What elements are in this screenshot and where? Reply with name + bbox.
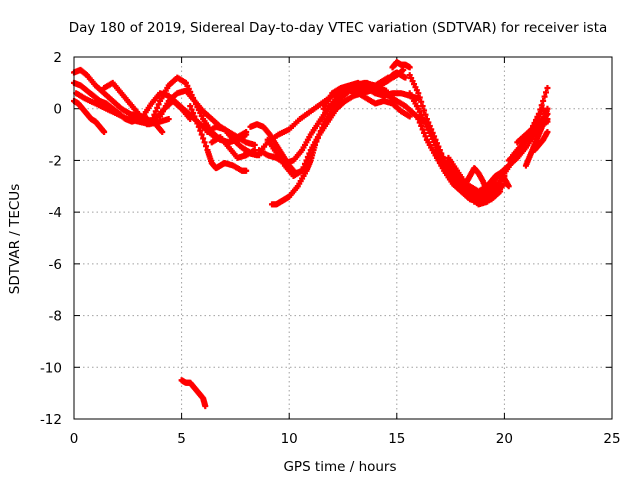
- y-tick-label: -12: [40, 412, 62, 428]
- x-axis-label: GPS time / hours: [283, 459, 396, 475]
- x-tick-label: 25: [603, 431, 620, 447]
- y-tick-label: 0: [53, 102, 62, 118]
- x-tick-labels: 0 5 10 15 20 25: [70, 431, 621, 447]
- data-point: [165, 116, 172, 123]
- data-point: [195, 123, 202, 130]
- plot-frame: [73, 56, 613, 420]
- series-arc36: [178, 377, 209, 410]
- data-point: [544, 118, 551, 125]
- data-point: [312, 141, 319, 148]
- data-point: [317, 128, 324, 135]
- data-point: [505, 183, 512, 190]
- y-tick-labels: 2 0 -2 -4 -6 -8 -10 -12: [40, 50, 62, 428]
- data-point: [243, 128, 250, 135]
- data-point: [187, 103, 194, 110]
- data-point: [151, 111, 158, 118]
- x-tick-label: 10: [281, 431, 298, 447]
- data-point: [200, 135, 207, 142]
- x-tick-label: 20: [496, 431, 513, 447]
- data-point: [155, 101, 162, 108]
- chart-title: Day 180 of 2019, Sidereal Day-to-day VTE…: [69, 20, 608, 36]
- data-point: [416, 119, 423, 126]
- data-point: [541, 93, 548, 100]
- y-tick-label: -2: [49, 153, 62, 169]
- y-tick-label: -4: [49, 205, 62, 221]
- data-point: [313, 138, 320, 145]
- data-point: [101, 128, 108, 135]
- data-point: [402, 74, 409, 81]
- data-point: [544, 110, 551, 117]
- data-point: [538, 102, 545, 109]
- data-point: [422, 133, 429, 140]
- series-arc20: [389, 59, 413, 71]
- data-point: [149, 115, 156, 122]
- data-point: [416, 94, 423, 101]
- data-point: [190, 110, 197, 117]
- data-point: [152, 108, 159, 115]
- data-point: [243, 167, 250, 174]
- series-arc3: [71, 97, 108, 135]
- data-points: [71, 59, 551, 410]
- y-tick-label: -6: [49, 257, 62, 273]
- data-point: [497, 180, 504, 187]
- series-arc35: [531, 128, 551, 154]
- data-point: [415, 116, 422, 123]
- data-point: [400, 66, 407, 73]
- y-tick-label: 2: [53, 50, 62, 66]
- data-point: [421, 129, 428, 136]
- data-point: [192, 116, 199, 123]
- data-point: [544, 85, 551, 92]
- data-point: [314, 135, 321, 142]
- series-arc19: [380, 69, 409, 86]
- data-point: [406, 64, 413, 71]
- data-point: [540, 97, 547, 104]
- x-tick-label: 5: [177, 431, 186, 447]
- series-arc16: [268, 87, 413, 208]
- data-point: [251, 141, 258, 148]
- data-point: [202, 403, 209, 410]
- data-point: [197, 127, 204, 134]
- y-tick-label: -8: [49, 309, 62, 325]
- data-point: [419, 103, 426, 110]
- data-point: [154, 104, 161, 111]
- data-point: [194, 120, 201, 127]
- series-arc9: [187, 103, 250, 174]
- data-point: [202, 143, 209, 150]
- y-tick-label: -10: [40, 360, 62, 376]
- x-tick-label: 15: [388, 431, 405, 447]
- x-tick-label: 0: [70, 431, 79, 447]
- data-point: [540, 105, 547, 112]
- data-point: [148, 118, 155, 125]
- data-point: [188, 106, 195, 113]
- data-point: [191, 113, 198, 120]
- y-axis-label: SDTVAR / TECUs: [7, 184, 23, 294]
- data-point: [418, 98, 425, 105]
- data-point: [316, 131, 323, 138]
- data-point: [406, 113, 413, 120]
- data-point: [543, 89, 550, 96]
- grid-lines: [74, 57, 612, 419]
- data-point: [415, 90, 422, 97]
- data-point: [319, 124, 326, 131]
- data-point: [418, 122, 425, 129]
- data-point: [421, 107, 428, 114]
- data-point: [419, 126, 426, 133]
- data-point: [201, 139, 208, 146]
- data-point: [544, 128, 551, 135]
- series-arc4: [73, 90, 172, 128]
- series-arc34: [510, 118, 551, 159]
- data-point: [159, 128, 166, 135]
- data-point: [198, 131, 205, 138]
